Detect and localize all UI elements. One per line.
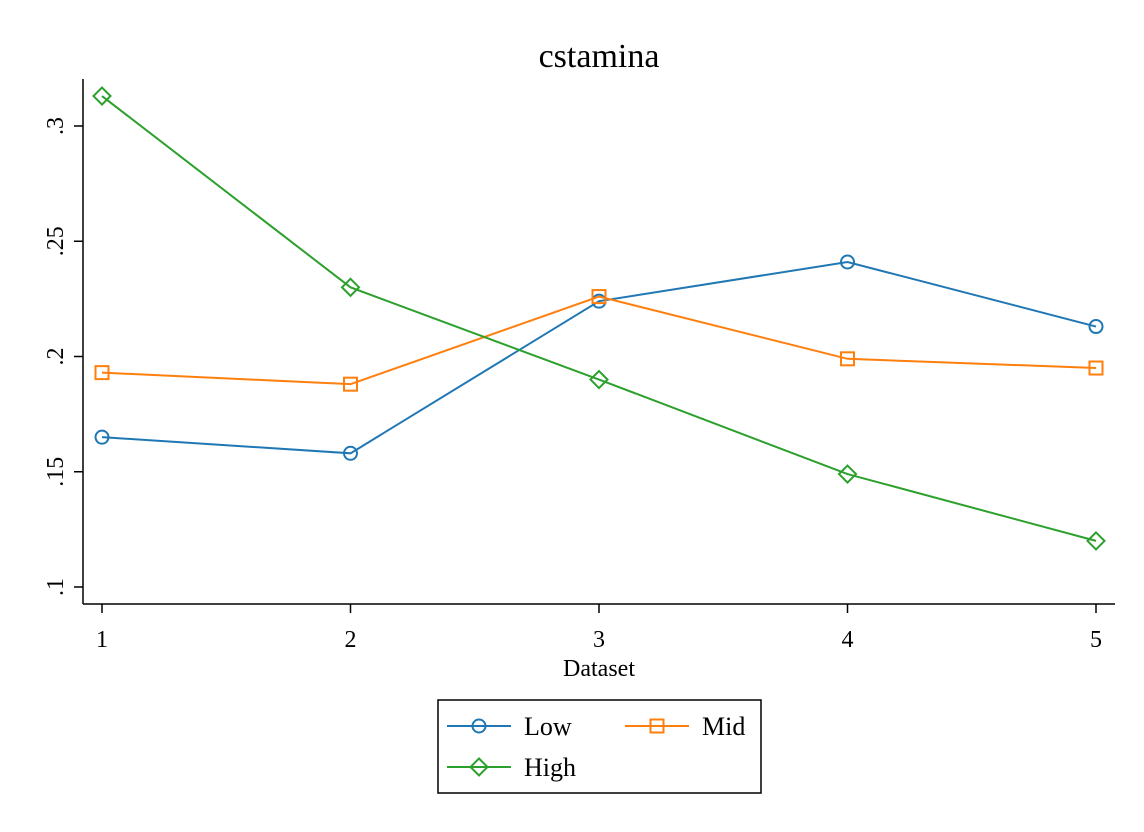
series-line-low — [101, 260, 1097, 455]
data-point-low — [1088, 319, 1104, 335]
legend: Low Mid High — [437, 699, 762, 794]
legend-label-high: High — [524, 753, 576, 782]
x-tick-label: 2 — [345, 627, 357, 653]
series-layer — [92, 86, 1106, 551]
series-mid — [94, 289, 1104, 392]
legend-label-low: Low — [524, 712, 572, 741]
data-point-mid — [840, 351, 855, 367]
legend-item-mid: Mid — [625, 712, 745, 741]
y-tick-label: .25 — [43, 226, 69, 256]
y-tick-label: .3 — [43, 117, 69, 135]
x-axis-label: Dataset — [563, 656, 635, 682]
data-point-high — [1086, 530, 1106, 551]
data-point-high — [837, 464, 858, 484]
series-low — [94, 254, 1104, 461]
x-tick-label: 1 — [96, 627, 108, 653]
y-tick-label: .1 — [43, 578, 69, 596]
chart-title: cstamina — [539, 38, 660, 75]
x-tick-label: 3 — [593, 627, 605, 653]
legend-marker-high — [469, 757, 489, 777]
legend-label-mid: Mid — [702, 712, 745, 741]
data-point-mid — [94, 365, 110, 381]
legend-item-low: Low — [447, 712, 572, 741]
data-point-low — [343, 445, 358, 461]
data-point-mid — [591, 289, 607, 305]
x-tick-label: 4 — [842, 627, 854, 653]
y-tick-label: .15 — [43, 457, 69, 487]
legend-marker-mid — [649, 718, 665, 734]
data-point-low — [840, 254, 855, 270]
y-tick-label: .2 — [43, 348, 69, 366]
data-point-high — [92, 86, 112, 106]
data-point-low — [94, 429, 110, 445]
series-high — [92, 86, 1106, 551]
y-axis-ticks: .1 .15 .2 .25 .3 — [43, 117, 83, 596]
data-point-high — [589, 369, 609, 390]
series-line-mid — [101, 295, 1097, 386]
data-point-high — [340, 277, 361, 298]
legend-marker-low — [471, 718, 487, 734]
data-point-mid — [343, 376, 358, 392]
legend-item-high: High — [447, 753, 576, 782]
x-tick-label: 5 — [1090, 627, 1102, 653]
x-axis-ticks: 1 2 3 4 5 — [96, 604, 1102, 653]
series-line-high — [101, 95, 1097, 542]
legend-box — [437, 699, 762, 794]
data-point-mid — [1088, 360, 1104, 376]
